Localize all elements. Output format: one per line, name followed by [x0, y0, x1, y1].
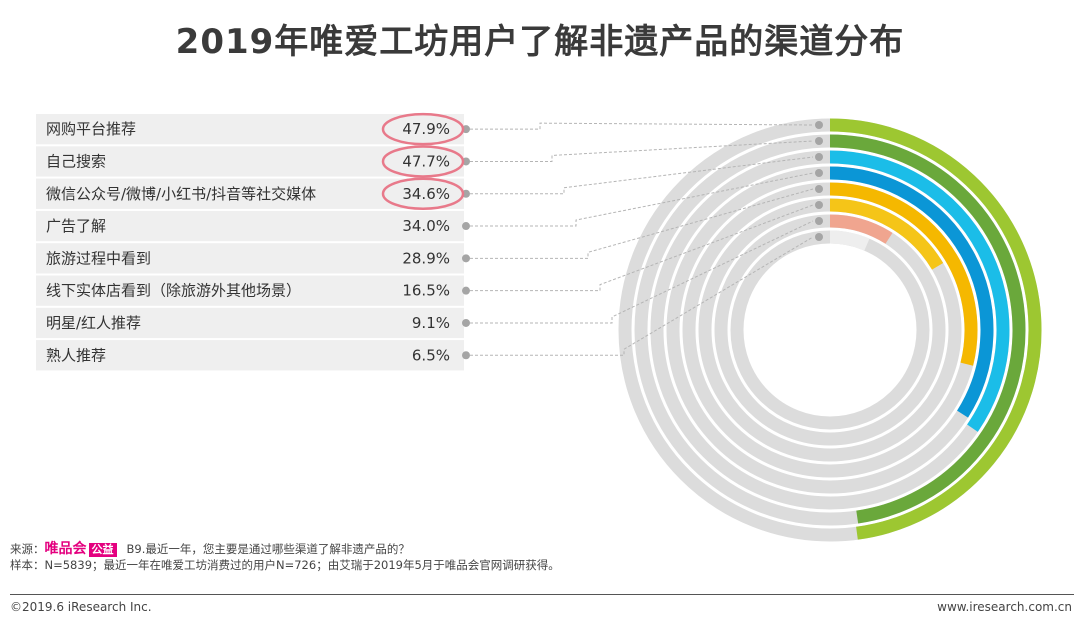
footer-copyright: ©2019.6 iResearch Inc. — [10, 600, 152, 614]
category-label: 线下实体店看到（除旅游外其他场景） — [46, 282, 301, 300]
ring-marker-dot — [815, 217, 823, 225]
highlight-ellipse — [381, 112, 465, 146]
ring-arc — [829, 134, 1026, 524]
footer-website: www.iresearch.com.cn — [937, 600, 1072, 614]
leader-line — [470, 122, 814, 130]
highlight-ellipse — [381, 177, 465, 210]
highlight-ellipse — [381, 145, 465, 178]
value-label: 16.5% — [402, 282, 450, 300]
leader-line — [470, 204, 814, 292]
category-label: 熟人推荐 — [46, 346, 106, 364]
ring-track — [714, 214, 946, 446]
ring-marker-dot — [815, 233, 823, 241]
leader-line — [470, 140, 814, 162]
label-dot — [462, 125, 470, 134]
category-label: 微信公众号/微博/小红书/抖音等社交媒体 — [46, 185, 316, 203]
source-prefix: 来源： — [10, 542, 45, 556]
label-dot — [462, 351, 470, 360]
label-dot — [462, 189, 470, 198]
label-row-bg — [36, 243, 464, 274]
ring-arc — [829, 214, 893, 244]
ring-arc — [829, 198, 944, 270]
label-row-bg — [36, 340, 464, 371]
leader-line — [470, 236, 814, 356]
label-row-bg — [36, 275, 464, 306]
brand-tag: 公益 — [88, 543, 117, 557]
category-label: 旅游过程中看到 — [46, 249, 151, 267]
ring-track — [730, 230, 930, 430]
label-row-bg — [36, 210, 464, 242]
category-label: 网购平台推荐 — [46, 120, 136, 138]
label-dot — [462, 286, 470, 295]
source-note: 来源：唯品会 公益 B9.最近一年，您主要是通过哪些渠道了解非遗产品的？ 样本：N=… — [10, 541, 560, 573]
ring-arc — [829, 150, 1010, 432]
source-question: B9.最近一年，您主要是通过哪些渠道了解非遗产品的？ — [126, 542, 410, 556]
ring-arc — [829, 118, 1042, 540]
leader-line — [470, 188, 814, 259]
leader-line — [470, 220, 814, 324]
value-label: 34.0% — [402, 217, 450, 235]
ring-arc — [829, 182, 978, 366]
category-label: 自己搜索 — [46, 152, 106, 170]
value-label: 9.1% — [412, 314, 450, 332]
footer-divider — [10, 594, 1074, 595]
category-label: 明星/红人推荐 — [46, 314, 141, 332]
label-dot — [462, 157, 470, 166]
label-row-bg — [36, 307, 464, 339]
ring-marker-dot — [815, 169, 823, 177]
leader-line — [470, 156, 814, 195]
value-label: 6.5% — [412, 346, 450, 364]
label-dot — [462, 222, 470, 231]
label-dot — [462, 318, 470, 327]
ring-marker-dot — [815, 201, 823, 209]
ring-arc — [829, 166, 994, 418]
value-label: 47.9% — [402, 120, 450, 138]
brand-logo: 唯品会 — [44, 541, 87, 557]
ring-marker-dot — [815, 153, 823, 161]
value-label: 34.6% — [402, 185, 450, 203]
category-label: 广告了解 — [46, 217, 106, 235]
ring-marker-dot — [815, 121, 823, 129]
source-line: 来源：唯品会 公益 B9.最近一年，您主要是通过哪些渠道了解非遗产品的？ — [10, 541, 560, 557]
ring-arc — [829, 230, 870, 251]
ring-marker-dot — [815, 185, 823, 193]
value-label: 28.9% — [402, 249, 450, 267]
leader-line — [470, 172, 814, 227]
chart-title: 2019年唯爱工坊用户了解非遗产品的渠道分布 — [175, 22, 905, 62]
label-dot — [462, 254, 470, 263]
sample-line: 样本：N=5839；最近一年在唯爱工坊消费过的用户N=726；由艾瑞于2019年… — [10, 558, 560, 572]
ring-marker-dot — [815, 137, 823, 145]
value-label: 47.7% — [402, 152, 450, 170]
